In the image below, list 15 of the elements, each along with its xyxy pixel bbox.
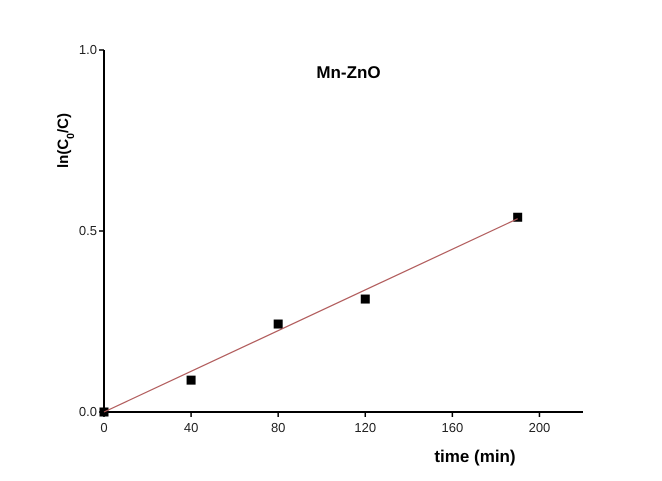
point	[274, 320, 283, 329]
point	[186, 376, 196, 385]
x-tick-label: 160	[442, 420, 464, 435]
x-axis-title: time (min)	[434, 447, 516, 466]
x-tick-label: 40	[184, 420, 198, 435]
point	[360, 294, 370, 304]
x-tick-label: 80	[270, 420, 286, 435]
y-tick-label: 0.0	[78, 404, 97, 419]
y-tick-label: 1.0	[78, 42, 97, 57]
x-tick-label: 200	[528, 420, 550, 435]
text: Mn-ZnO	[316, 63, 381, 82]
point	[513, 212, 522, 222]
x-tick-label: 120	[354, 420, 376, 435]
y-tick-label: 0.5	[78, 223, 97, 238]
x-tick-label: 0	[100, 420, 108, 435]
